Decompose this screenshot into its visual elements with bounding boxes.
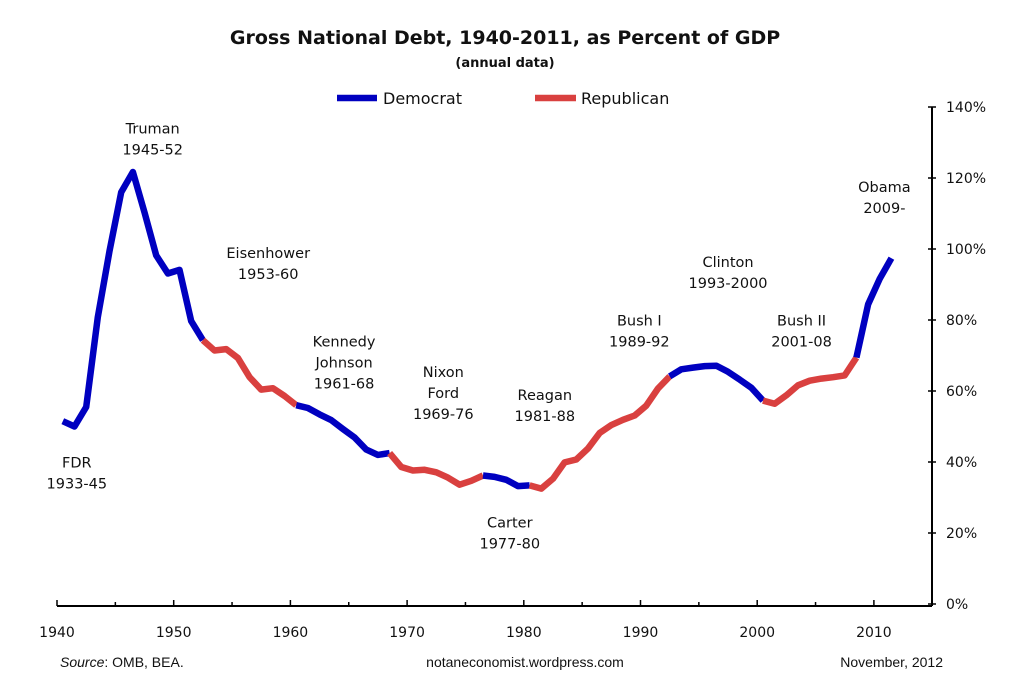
annotation-line: Eisenhower [226,246,310,262]
annotation-line: Obama [858,180,911,196]
annotation-truman: Truman 1945-52 [122,122,183,159]
legend-item-republican: Republican [535,89,669,108]
annotation-line: Johnson [315,356,373,372]
annotation-line: Nixon [423,365,464,381]
annotation-line: 1969-76 [413,407,474,423]
series-segment-republican-1952-1960 [200,337,299,408]
annotation-line: Ford [427,386,459,402]
chart-title: Gross National Debt, 1940-2011, as Perce… [230,27,780,49]
annotations: FDR 1933-45 Truman 1945-52 Eisenhower 1953-60… [47,122,911,553]
chart-subtitle: (annual data) [455,56,554,71]
annotation-line: 1953-60 [238,267,299,283]
annotation-carter: Carter 1977-80 [479,516,540,553]
footer-source: Source: OMB, BEA. [60,654,184,670]
annotation-fdr: FDR 1933-45 [47,455,108,492]
annotation-line: 1945-52 [122,143,183,159]
annotation-line: 1933-45 [47,476,108,492]
footer-source-label: Source [60,654,105,670]
axes: 1940 1950 1960 1970 1980 1990 2000 2010 0% 20% 40… [39,100,986,641]
series-segment-republican-1980-1992 [528,374,673,492]
annotation-line: 2009- [863,201,905,217]
annotation-line: 1977-80 [479,537,540,553]
annotation-bush-i: Bush I 1989-92 [609,313,670,350]
series-segment-democrat-1940-1952 [61,168,206,430]
legend-label-democrat: Democrat [383,89,462,108]
footer: Source: OMB, BEA. notaneconomist.wordpre… [60,654,943,670]
x-ticks: 1940 1950 1960 1970 1980 1990 2000 2010 [39,600,892,641]
annotation-line: Bush II [777,313,826,329]
annotation-kennedy: Kennedy Johnson 1961-68 [313,335,376,393]
annotation-line: FDR [62,455,92,471]
y-tick-label-120: 120% [946,171,986,187]
legend-item-democrat: Democrat [337,89,462,108]
y-tick-label-80: 80% [946,313,977,329]
series-segment-democrat-2008-2011 [853,256,895,359]
footer-website: notaneconomist.wordpress.com [426,654,624,670]
series-segment-republican-1968-1976 [387,451,485,488]
annotation-reagan: Reagan 1981-88 [515,388,576,425]
footer-source-text: : OMB, BEA. [104,654,183,670]
annotation-line: Bush I [617,313,662,329]
annotation-line: 1993-2000 [689,276,768,292]
annotation-line: Clinton [702,255,753,271]
x-tick-label-1950: 1950 [156,625,192,641]
series-segment-democrat-1960-1968 [295,402,391,459]
annotation-eisenhower: Eisenhower 1953-60 [226,246,310,283]
y-ticks: 0% 20% 40% 60% 80% 100% 120% 140% [928,100,986,613]
legend: Democrat Republican [337,89,669,108]
series-layer [61,168,895,492]
annotation-bush-ii: Bush II 2001-08 [771,313,832,350]
series-segment-democrat-1992-2000 [668,362,766,403]
annotation-line: 1961-68 [314,377,375,393]
annotation-obama: Obama 2009- [858,180,911,217]
y-tick-label-60: 60% [946,384,977,400]
y-tick-label-100: 100% [946,242,986,258]
footer-date: November, 2012 [840,654,943,670]
annotation-line: Truman [125,122,180,138]
x-tick-label-2000: 2000 [739,625,775,641]
y-tick-label-20: 20% [946,526,977,542]
annotation-line: 1981-88 [515,409,576,425]
x-tick-label-2010: 2010 [856,625,892,641]
y-tick-label-40: 40% [946,455,977,471]
x-tick-label-1960: 1960 [273,625,309,641]
annotation-line: 1989-92 [609,334,670,350]
series-segment-democrat-1976-1980 [482,472,530,490]
y-tick-label-140: 140% [946,100,986,116]
x-tick-label-1940: 1940 [39,625,75,641]
annotation-nixon: Nixon Ford 1969-76 [413,365,474,423]
annotation-line: Kennedy [313,335,376,351]
legend-label-republican: Republican [581,89,669,108]
annotation-line: 2001-08 [771,334,832,350]
annotation-line: Reagan [518,388,573,404]
series-segment-republican-2000-2008 [762,355,860,408]
x-tick-label-1980: 1980 [506,625,542,641]
annotation-line: Carter [487,516,533,532]
annotation-clinton: Clinton 1993-2000 [689,255,768,292]
x-tick-label-1990: 1990 [623,625,659,641]
y-tick-label-0: 0% [946,597,968,613]
x-tick-label-1970: 1970 [389,625,425,641]
